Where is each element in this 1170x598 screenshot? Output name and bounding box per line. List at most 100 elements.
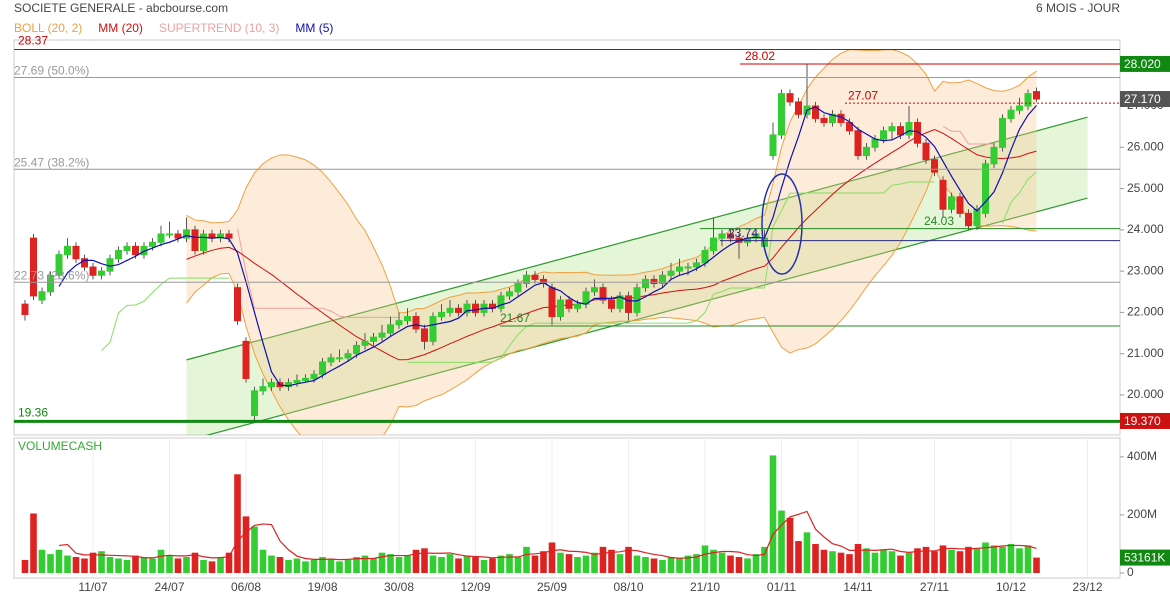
- candle-body: [336, 357, 343, 360]
- volume-bar: [327, 558, 335, 573]
- volume-bar: [931, 551, 938, 573]
- price-badge: [1120, 91, 1170, 108]
- volume-bar: [200, 559, 207, 573]
- candle-body: [531, 274, 539, 280]
- volume-bar: [344, 559, 352, 573]
- candle-body: [829, 113, 836, 124]
- candle-body: [251, 390, 258, 417]
- candle-body: [115, 250, 122, 260]
- candle-body: [89, 266, 97, 276]
- moving-average-short: [58, 105, 1037, 387]
- volume-bar: [625, 546, 632, 573]
- volume-bar: [225, 552, 233, 573]
- volume-bar: [455, 558, 462, 573]
- volume-bar: [446, 554, 454, 573]
- volume-bar: [72, 557, 80, 573]
- bollinger-upper: [186, 49, 1037, 314]
- candle-body: [608, 299, 615, 309]
- candle-body: [361, 340, 369, 346]
- volume-bar: [880, 549, 887, 573]
- candle-body: [55, 254, 63, 276]
- volume-bar: [514, 557, 522, 573]
- channel-fill: [186, 117, 1088, 435]
- volume-bar: [676, 558, 683, 573]
- period-label: 6 MOIS - JOUR: [1036, 1, 1120, 15]
- volume-average: [58, 510, 1037, 561]
- candle-body: [268, 382, 275, 388]
- volume-bar: [353, 557, 360, 573]
- volume-bar: [132, 555, 139, 573]
- candle-body: [98, 270, 105, 276]
- volume-bar: [38, 549, 46, 573]
- volume-bar: [480, 559, 488, 573]
- channel-line: [186, 116, 1088, 361]
- volume-bar: [616, 554, 624, 573]
- volume-bar: [769, 455, 777, 573]
- candle-body: [863, 146, 870, 157]
- candle-body: [931, 159, 938, 173]
- candle-body: [514, 283, 522, 293]
- y2-tick-label: 0: [1127, 565, 1134, 579]
- volume-bar: [829, 551, 836, 573]
- candle-body: [625, 295, 632, 313]
- level-label: 28.02: [745, 49, 775, 63]
- volume-bar: [837, 552, 845, 573]
- volume-bar: [1016, 548, 1023, 573]
- volume-bar: [404, 555, 411, 573]
- volume-bar: [540, 551, 547, 573]
- y-tick-label: 23.000: [1127, 263, 1164, 277]
- level-label: 23.74: [728, 226, 758, 240]
- volume-bar: [472, 557, 479, 573]
- volume-bar: [990, 545, 998, 573]
- candle-body: [812, 105, 819, 119]
- volume-bar: [531, 555, 539, 573]
- x-tick-label: 30/08: [384, 580, 414, 594]
- volume-bar: [667, 557, 675, 573]
- volume-bar: [361, 555, 369, 573]
- candle-body: [446, 307, 454, 313]
- candle-body: [701, 250, 709, 264]
- volume-bar: [463, 555, 471, 573]
- volume-bar: [642, 557, 649, 573]
- volume-bar: [123, 559, 131, 573]
- volume-bar: [378, 552, 386, 573]
- x-tick-label: 21/10: [690, 580, 720, 594]
- volume-bar: [846, 554, 853, 573]
- price-badge: [1120, 412, 1170, 429]
- volume-bar: [191, 552, 199, 573]
- candle-body: [948, 196, 955, 210]
- level-label: 27.69 (50.0%): [14, 64, 89, 78]
- candle-body: [412, 316, 420, 330]
- candle-body: [21, 303, 29, 315]
- candle-body: [293, 380, 301, 384]
- candle-body: [166, 233, 173, 236]
- legend-item: BOLL (20, 2): [14, 21, 82, 35]
- candle-body: [727, 233, 734, 239]
- candle-body: [642, 278, 649, 289]
- volume-bar: [438, 557, 445, 573]
- candle-body: [1024, 93, 1032, 107]
- level-label: 28.37: [18, 34, 48, 48]
- candle-body: [72, 245, 80, 260]
- volume-badge: [1120, 549, 1170, 566]
- legend-item: MM (5): [295, 21, 333, 35]
- volume-bar: [591, 552, 598, 573]
- candle-body: [438, 311, 445, 318]
- x-tick-label: 12/09: [460, 580, 490, 594]
- legend-item: SUPERTREND (10, 3): [159, 21, 279, 35]
- x-tick-label: 06/08: [231, 580, 261, 594]
- supertrend-up: [101, 171, 1037, 363]
- volume-bar: [387, 554, 394, 573]
- candle-body: [38, 291, 46, 301]
- candle-body: [378, 332, 386, 338]
- volume-bar: [55, 549, 63, 573]
- y-tick-label: 22.000: [1127, 305, 1164, 319]
- volume-bar: [820, 549, 828, 573]
- volume-bar: [370, 558, 377, 573]
- x-tick-label: 25/09: [537, 580, 567, 594]
- x-tick-label: 19/08: [307, 580, 337, 594]
- candle-body: [565, 299, 573, 309]
- volume-bar: [548, 542, 556, 573]
- price-badge-label: 28.020: [1124, 57, 1161, 71]
- candle-body: [769, 134, 777, 157]
